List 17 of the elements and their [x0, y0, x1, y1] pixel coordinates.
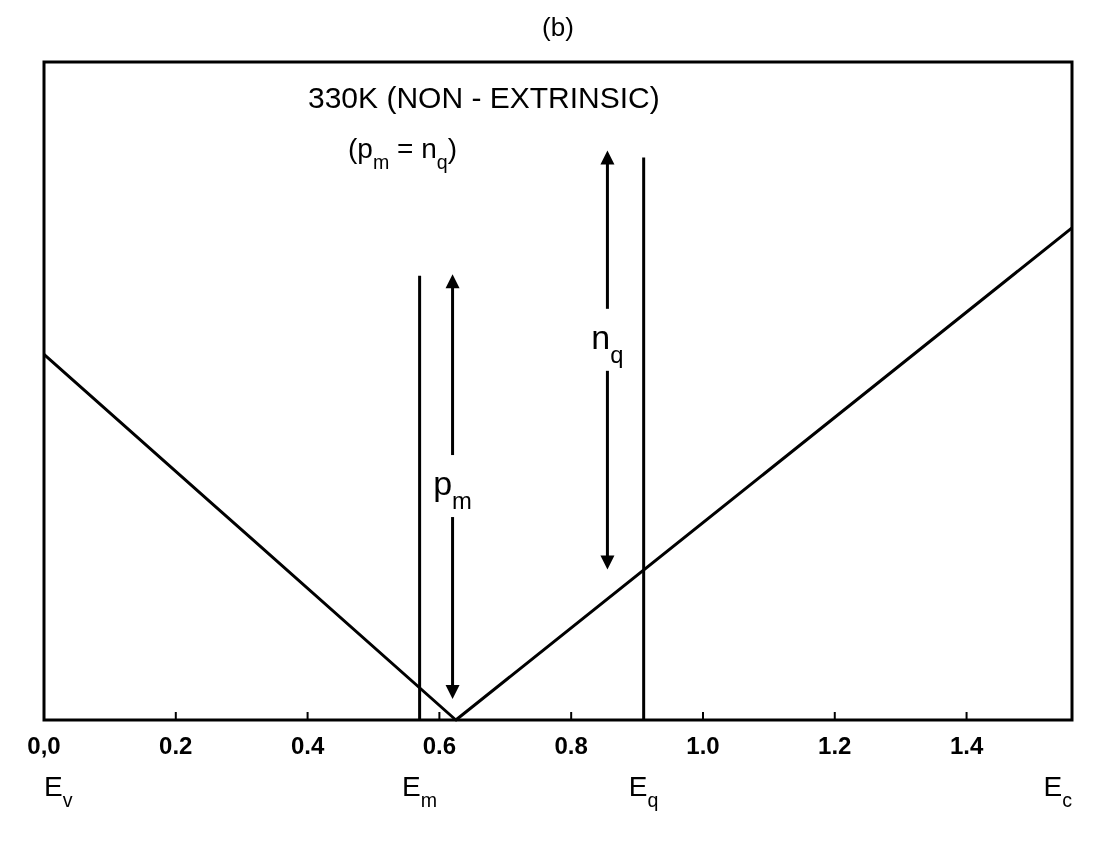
annotation: E$_{m}$ [402, 771, 438, 811]
x-tick-label: 0.4 [290, 732, 325, 759]
annotation: p$_{m}$ [433, 464, 472, 514]
text: E$_{v}$ [44, 771, 73, 811]
x-tick-label: 1.2 [818, 732, 852, 759]
annotation: (p$_{m}$ = n$_{q}$) [348, 133, 457, 173]
annotation: E$_{q}$ [628, 771, 659, 811]
x-tick-label: 0.6 [422, 732, 457, 759]
text: E$_{c}$ [1043, 771, 1073, 811]
x-tick-label: 1.4 [949, 732, 984, 759]
x-tick-label: 1.0 [686, 732, 720, 759]
chart-title: (b) [542, 12, 574, 42]
annotation: n$_{q}$ [591, 317, 624, 368]
x-tick-label: 0.8 [554, 732, 588, 759]
text: 330K (NON - EXTRINSIC) [308, 81, 660, 114]
x-tick-label: 0,0 [27, 732, 61, 759]
x-tick-label: 0.2 [159, 732, 193, 759]
